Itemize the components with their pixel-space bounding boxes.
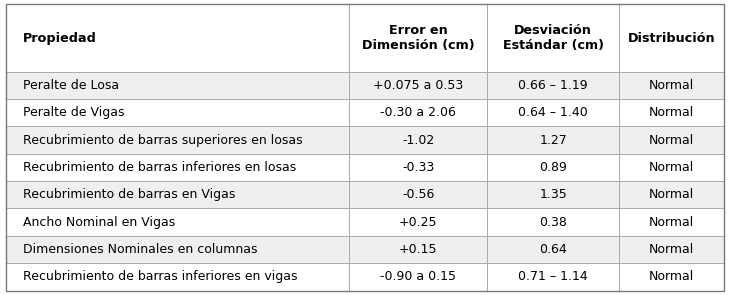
Text: Distribución: Distribución <box>628 32 715 45</box>
Text: Peralte de Vigas: Peralte de Vigas <box>23 106 125 119</box>
Text: +0.15: +0.15 <box>399 243 437 256</box>
Bar <box>487 126 619 154</box>
Text: +0.25: +0.25 <box>399 216 437 229</box>
Text: 0.38: 0.38 <box>539 216 567 229</box>
Text: Normal: Normal <box>649 216 694 229</box>
Text: -1.02: -1.02 <box>402 134 434 147</box>
Text: Normal: Normal <box>649 188 694 201</box>
Text: Recubrimiento de barras superiores en losas: Recubrimiento de barras superiores en lo… <box>23 134 303 147</box>
Bar <box>349 181 487 209</box>
Bar <box>349 4 487 72</box>
Text: Normal: Normal <box>649 161 694 174</box>
Bar <box>487 99 619 126</box>
Text: Normal: Normal <box>649 106 694 119</box>
Text: -0.56: -0.56 <box>402 188 434 201</box>
Text: Recubrimiento de barras inferiores en vigas: Recubrimiento de barras inferiores en vi… <box>23 271 298 283</box>
Text: -0.33: -0.33 <box>402 161 434 174</box>
Text: Desviación
Estándar (cm): Desviación Estándar (cm) <box>503 24 604 52</box>
Bar <box>487 4 619 72</box>
Bar <box>349 209 487 236</box>
Bar <box>619 99 724 126</box>
Text: Normal: Normal <box>649 134 694 147</box>
Text: 1.35: 1.35 <box>539 188 567 201</box>
Bar <box>6 126 349 154</box>
Bar <box>349 154 487 181</box>
Bar <box>619 209 724 236</box>
Bar <box>349 99 487 126</box>
Text: 0.71 – 1.14: 0.71 – 1.14 <box>518 271 588 283</box>
Bar <box>6 99 349 126</box>
Text: +0.075 a 0.53: +0.075 a 0.53 <box>373 79 464 92</box>
Bar <box>487 181 619 209</box>
Text: -0.90 a 0.15: -0.90 a 0.15 <box>380 271 456 283</box>
Bar <box>6 236 349 263</box>
Bar <box>487 72 619 99</box>
Text: Propiedad: Propiedad <box>23 32 97 45</box>
Bar <box>349 126 487 154</box>
Bar <box>619 154 724 181</box>
Bar <box>6 72 349 99</box>
Text: Normal: Normal <box>649 243 694 256</box>
Text: 1.27: 1.27 <box>539 134 567 147</box>
Bar <box>619 72 724 99</box>
Text: Dimensiones Nominales en columnas: Dimensiones Nominales en columnas <box>23 243 258 256</box>
Bar <box>487 263 619 291</box>
Bar <box>487 236 619 263</box>
Bar <box>349 263 487 291</box>
Bar <box>6 263 349 291</box>
Text: Normal: Normal <box>649 79 694 92</box>
Bar <box>619 4 724 72</box>
Bar <box>349 236 487 263</box>
Text: -0.30 a 2.06: -0.30 a 2.06 <box>380 106 456 119</box>
Text: Recubrimiento de barras en Vigas: Recubrimiento de barras en Vigas <box>23 188 236 201</box>
Bar <box>6 154 349 181</box>
Bar <box>6 181 349 209</box>
Text: Recubrimiento de barras inferiores en losas: Recubrimiento de barras inferiores en lo… <box>23 161 296 174</box>
Bar <box>6 4 349 72</box>
Bar <box>349 72 487 99</box>
Text: 0.89: 0.89 <box>539 161 567 174</box>
Bar <box>619 263 724 291</box>
Text: Peralte de Losa: Peralte de Losa <box>23 79 119 92</box>
Text: 0.64: 0.64 <box>539 243 567 256</box>
Bar <box>619 236 724 263</box>
Bar <box>619 126 724 154</box>
Bar <box>6 209 349 236</box>
Text: Ancho Nominal en Vigas: Ancho Nominal en Vigas <box>23 216 175 229</box>
Bar <box>619 181 724 209</box>
Bar <box>487 154 619 181</box>
Text: Error en
Dimensión (cm): Error en Dimensión (cm) <box>362 24 474 52</box>
Bar <box>487 209 619 236</box>
Text: 0.64 – 1.40: 0.64 – 1.40 <box>518 106 588 119</box>
Text: Normal: Normal <box>649 271 694 283</box>
Text: 0.66 – 1.19: 0.66 – 1.19 <box>518 79 588 92</box>
